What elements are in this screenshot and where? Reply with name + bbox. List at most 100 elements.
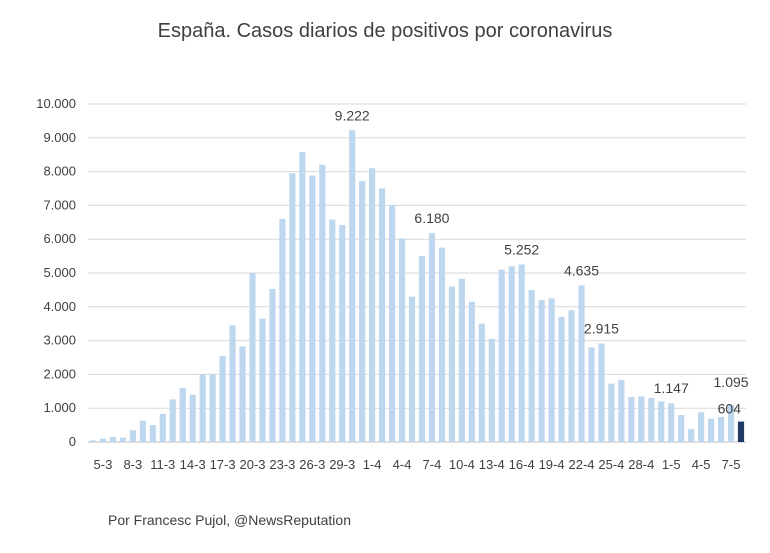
y-tick-label: 9.000 (43, 130, 76, 145)
bar (329, 219, 336, 442)
bar (498, 269, 505, 442)
x-tick-label: 7-4 (423, 457, 442, 472)
data-label: 9.222 (335, 107, 370, 123)
bar (289, 173, 296, 443)
x-tick-label: 4-5 (692, 457, 711, 472)
bar (558, 316, 565, 442)
bar (259, 318, 266, 442)
bar (438, 247, 446, 442)
bar (588, 347, 595, 442)
bar (269, 288, 276, 442)
bar (458, 278, 465, 442)
bar (668, 403, 675, 442)
bar (698, 412, 705, 442)
y-tick-label: 4.000 (43, 299, 76, 314)
x-tick-label: 14-3 (180, 457, 206, 472)
bar (638, 396, 645, 442)
x-tick-label: 4-4 (393, 457, 412, 472)
x-tick-label: 28-4 (628, 457, 654, 472)
x-tick-label: 13-4 (479, 457, 505, 472)
data-label: 604 (718, 401, 742, 417)
x-tick-label: 17-3 (210, 457, 236, 472)
x-tick-label: 29-3 (329, 457, 355, 472)
bar (359, 181, 366, 442)
x-tick-label: 23-3 (269, 457, 295, 472)
bar (478, 323, 485, 442)
source-note: Por Francesc Pujol, @NewsReputation (108, 512, 351, 528)
bar (508, 266, 515, 442)
x-tick-label: 10-4 (449, 457, 475, 472)
bar (169, 399, 176, 442)
y-tick-label: 1.000 (43, 400, 76, 415)
bar (119, 437, 126, 442)
bar (538, 300, 545, 442)
data-label: 5.252 (504, 241, 539, 257)
data-label: 6.180 (414, 210, 449, 226)
bar (608, 383, 615, 442)
x-tick-label: 16-4 (509, 457, 535, 472)
bar (468, 301, 475, 442)
bar (149, 425, 156, 442)
data-label: 4.635 (564, 262, 599, 278)
bar (89, 440, 97, 442)
bar (518, 264, 525, 442)
bar (548, 298, 555, 442)
y-tick-label: 10.000 (36, 96, 76, 111)
data-label: 1.147 (654, 380, 689, 396)
bar (209, 374, 216, 442)
bar (578, 285, 585, 442)
y-tick-label: 2.000 (43, 366, 76, 381)
x-tick-label: 8-3 (123, 457, 142, 472)
y-tick-label: 5.000 (43, 265, 76, 280)
y-tick-label: 6.000 (43, 231, 76, 246)
bar (189, 394, 196, 442)
bar (229, 325, 236, 442)
y-tick-label: 8.000 (43, 164, 76, 179)
bar (678, 414, 685, 442)
bar (737, 421, 745, 442)
bar (219, 355, 226, 442)
bar (129, 430, 136, 442)
x-tick-label: 7-5 (722, 457, 741, 472)
y-tick-label: 7.000 (43, 197, 76, 212)
bar (279, 218, 286, 442)
bar (648, 398, 655, 442)
bar (688, 429, 695, 442)
bar (428, 233, 436, 442)
bar (249, 273, 256, 442)
bar (727, 404, 735, 442)
bar (618, 379, 625, 442)
data-label: 1.095 (714, 374, 749, 390)
bar (139, 420, 146, 442)
bar (299, 151, 306, 442)
bar (598, 343, 605, 442)
bar (658, 401, 665, 442)
bar (109, 436, 117, 442)
bar (379, 188, 386, 442)
x-tick-label: 1-5 (662, 457, 681, 472)
bar (309, 175, 316, 442)
x-tick-label: 11-3 (150, 457, 175, 472)
bar (199, 374, 206, 442)
x-tick-label: 19-4 (539, 457, 565, 472)
bar (398, 238, 406, 442)
bar (179, 387, 186, 442)
bar (99, 438, 107, 442)
bar (528, 289, 535, 442)
x-tick-label: 1-4 (363, 457, 382, 472)
bar (369, 168, 376, 442)
y-tick-label: 3.000 (43, 333, 76, 348)
data-label: 2.915 (584, 320, 619, 336)
x-tick-label: 25-4 (598, 457, 624, 472)
x-tick-label: 26-3 (299, 457, 325, 472)
bar (159, 413, 166, 442)
bar (448, 286, 455, 442)
chart-title: España. Casos diarios de positivos por c… (157, 20, 613, 42)
x-tick-label: 20-3 (239, 457, 265, 472)
bar (488, 338, 495, 442)
bar (628, 397, 635, 442)
y-tick-label: 0 (69, 434, 76, 449)
bar (408, 296, 416, 442)
